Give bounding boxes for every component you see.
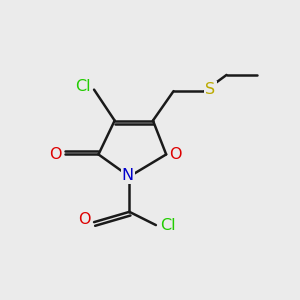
Text: N: N — [122, 167, 134, 182]
Text: Cl: Cl — [75, 79, 91, 94]
Text: O: O — [78, 212, 91, 227]
Text: O: O — [49, 147, 61, 162]
Text: O: O — [169, 147, 182, 162]
Text: S: S — [205, 82, 215, 97]
Text: Cl: Cl — [160, 218, 176, 232]
